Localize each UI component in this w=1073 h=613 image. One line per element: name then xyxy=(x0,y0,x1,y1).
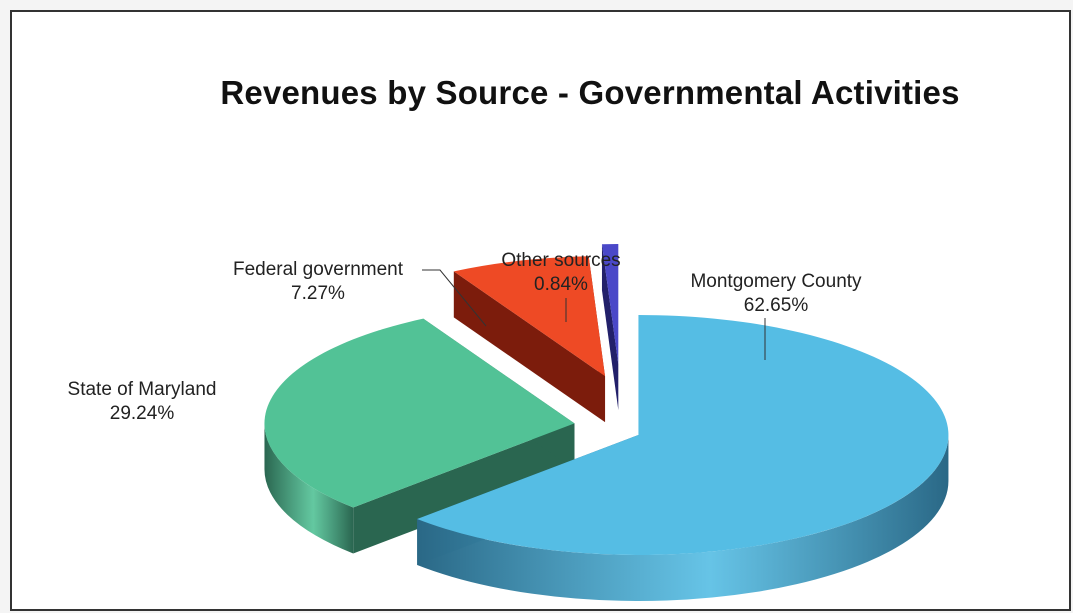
slice-wall-federal-government-start xyxy=(453,271,606,423)
slice-montgomery-county xyxy=(417,314,949,601)
slice-top-state-of-maryland xyxy=(264,318,575,508)
slice-value-federal-government: 7.27% xyxy=(291,283,345,304)
slice-value-state-of-maryland: 29.24% xyxy=(109,403,175,424)
slice-side-montgomery-county xyxy=(417,434,949,601)
slice-name-other-sources: Other sources xyxy=(501,250,621,271)
slice-side-state-of-maryland xyxy=(264,423,354,554)
chart-title: Revenues by Source - Governmental Activi… xyxy=(220,74,960,111)
slice-name-state-of-maryland: State of Maryland xyxy=(67,379,217,400)
slice-top-montgomery-county xyxy=(417,314,949,555)
slice-wall-other-sources-start xyxy=(601,244,619,411)
slice-label-state-of-maryland: State of Maryland 29.24% xyxy=(68,378,217,426)
slice-name-federal-government: Federal government xyxy=(232,259,404,280)
slice-state-of-maryland xyxy=(264,318,575,554)
slice-value-other-sources: 0.84% xyxy=(534,274,588,295)
leader-line-federal-government xyxy=(422,269,487,327)
slice-label-federal-government: Federal government 7.27% xyxy=(233,258,403,306)
slice-other-sources xyxy=(601,244,619,411)
slice-value-montgomery-county: 62.65% xyxy=(743,295,809,316)
slice-top-other-sources xyxy=(601,244,619,365)
slice-wall-state-of-maryland-start xyxy=(353,423,575,554)
slice-label-montgomery-county: Montgomery County 62.65% xyxy=(690,270,861,318)
slice-label-other-sources: Other sources 0.84% xyxy=(501,249,620,297)
slice-federal-government xyxy=(453,256,606,423)
slice-name-montgomery-county: Montgomery County xyxy=(690,271,862,292)
slice-top-federal-government xyxy=(453,256,606,377)
